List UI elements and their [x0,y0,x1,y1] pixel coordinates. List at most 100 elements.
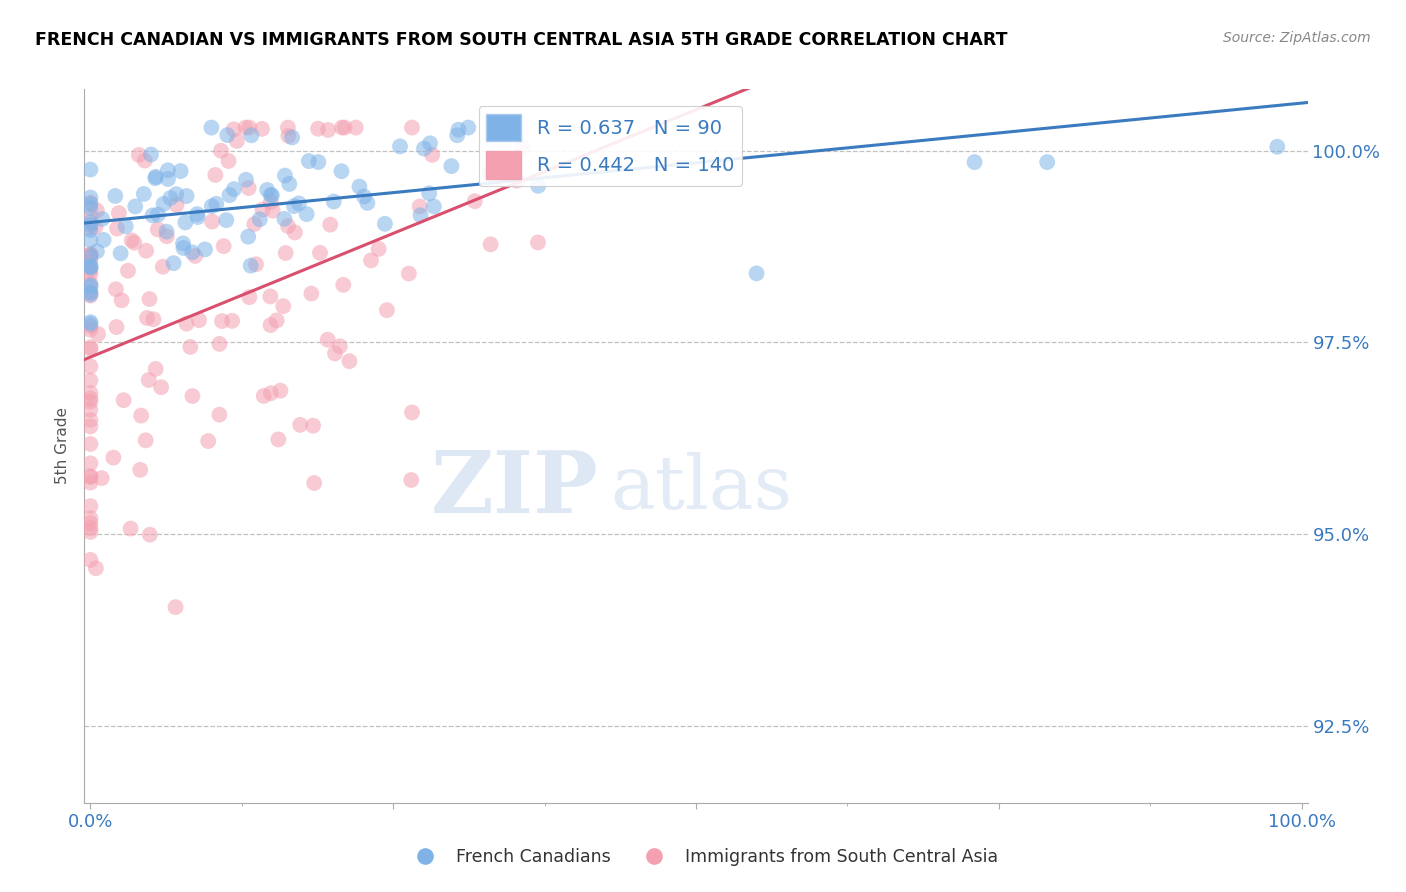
Point [138,292,160,306]
Point [322,194,344,209]
Point [495,120,517,135]
Point [273,211,295,226]
Point [512,141,534,155]
Point [277,219,299,233]
Point [79,278,101,293]
Point [486,120,509,135]
Point [250,121,273,136]
Point [132,186,155,201]
Point [271,299,294,313]
Point [122,235,145,250]
Point [413,142,436,156]
Point [316,333,339,347]
Point [201,199,224,213]
Point [201,214,224,228]
Point [79,315,101,329]
Point [186,207,208,221]
Point [120,522,142,536]
Point [401,405,423,419]
Point [333,120,356,135]
Point [252,202,274,217]
Point [79,195,101,210]
Point [173,241,195,255]
Point [307,121,329,136]
Point [249,212,271,227]
Point [135,244,157,258]
Point [194,243,217,257]
Point [84,561,107,575]
Point [79,233,101,247]
Point [103,450,125,465]
Point [745,266,768,280]
Point [440,159,463,173]
Point [181,245,204,260]
Point [323,346,346,360]
Point [245,257,267,271]
Point [319,218,342,232]
Point [155,225,177,239]
Point [221,314,243,328]
Point [108,206,131,220]
Point [174,215,197,229]
Point [260,386,283,401]
Point [260,195,283,210]
Point [332,277,354,292]
Point [146,222,169,236]
Point [79,247,101,261]
Point [104,189,127,203]
Point [505,174,527,188]
Point [79,392,101,406]
Point [239,259,262,273]
Point [79,215,101,229]
Point [298,154,321,169]
Point [79,220,101,235]
Point [79,201,101,215]
Point [464,194,486,209]
Legend: R = 0.637   N = 90, R = 0.442   N = 140: R = 0.637 N = 90, R = 0.442 N = 140 [478,106,742,186]
Point [79,162,101,177]
Point [217,128,239,142]
Point [316,123,339,137]
Point [79,287,101,301]
Point [344,120,367,135]
Point [240,128,263,143]
Point [212,239,235,253]
Point [90,471,112,485]
Point [339,354,361,368]
Point [79,249,101,263]
Point [349,179,371,194]
Point [79,499,101,513]
Point [79,470,101,484]
Point [79,413,101,427]
Point [238,181,260,195]
Y-axis label: 5th Grade: 5th Grade [55,408,70,484]
Point [79,260,101,275]
Point [208,337,231,351]
Point [388,139,411,153]
Point [479,237,502,252]
Point [86,244,108,259]
Point [446,128,468,143]
Point [79,277,101,291]
Point [218,188,240,202]
Point [288,417,311,432]
Point [172,236,194,251]
Point [79,342,101,356]
Point [269,384,291,398]
Point [79,475,101,490]
Point [129,409,152,423]
Point [274,246,297,260]
Point [238,229,260,244]
Point [281,130,304,145]
Point [176,317,198,331]
Point [409,199,432,213]
Point [152,260,174,274]
Point [367,242,389,256]
Point [129,463,152,477]
Point [162,256,184,270]
Point [267,433,290,447]
Point [110,246,132,260]
Point [295,207,318,221]
Point [146,208,169,222]
Point [117,264,139,278]
